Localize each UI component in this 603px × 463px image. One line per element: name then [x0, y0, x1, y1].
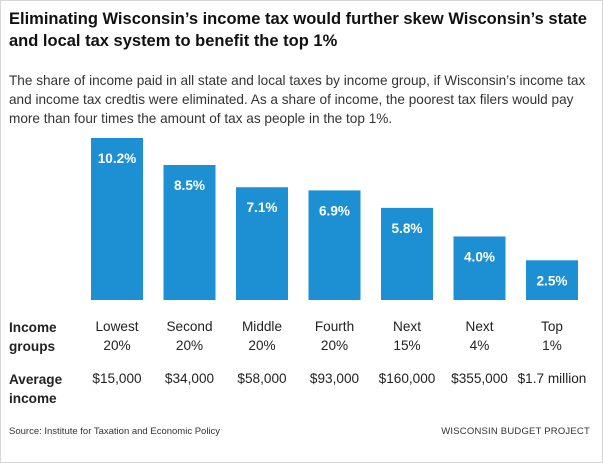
average-income-value-2: $34,000 [165, 371, 215, 386]
chart-subtitle: The share of income paid in all state an… [9, 73, 586, 126]
bar-5 [381, 207, 433, 300]
income-groups-label-line2: groups [9, 339, 56, 354]
category-label-3-line1: Middle [242, 319, 282, 334]
category-label-2-line1: Second [166, 319, 212, 334]
category-label-6-line1: Next [466, 319, 494, 334]
category-label-2-line2: 20% [176, 338, 203, 353]
income-groups-label: Income groups [9, 318, 89, 356]
category-label-4-line2: 20% [321, 338, 348, 353]
bar-value-label-6: 4.0% [464, 249, 495, 264]
category-label-6-line2: 4% [470, 338, 490, 353]
average-income-value-3: $58,000 [237, 371, 287, 386]
category-label-5-line2: 15% [393, 338, 420, 353]
average-income-label-line1: Average [9, 372, 63, 387]
average-income-value-4: $93,000 [310, 371, 360, 386]
bar-2 [163, 165, 216, 300]
average-income-value-5: $160,000 [379, 371, 436, 386]
category-label-3-line2: 20% [248, 338, 275, 353]
average-income-value-6: $355,000 [451, 371, 508, 386]
category-label-7-line1: Top [541, 319, 563, 334]
bar-value-label-2: 8.5% [174, 178, 205, 193]
bar-6 [453, 236, 506, 300]
organization-credit: WISCONSIN BUDGET PROJECT [441, 426, 590, 437]
bar-value-label-4: 6.9% [319, 203, 350, 218]
category-label-1-line2: 20% [103, 338, 130, 353]
bar-1 [91, 138, 143, 300]
bar-7 [526, 260, 578, 300]
bar-value-label-3: 7.1% [247, 200, 278, 215]
category-label-4-line1: Fourth [315, 319, 354, 334]
average-income-label: Average income [9, 370, 89, 408]
bar-value-label-5: 5.8% [392, 221, 423, 236]
average-income-value-7: $1.7 million [518, 371, 587, 386]
category-label-7-line2: 1% [542, 338, 562, 353]
category-label-1-line1: Lowest [95, 319, 138, 334]
average-income-value-1: $15,000 [92, 371, 142, 386]
income-groups-label-line1: Income [9, 320, 57, 335]
average-income-label-line2: income [9, 391, 57, 406]
source-note: Source: Institute for Taxation and Econo… [9, 426, 221, 437]
bar-value-label-1: 10.2% [98, 151, 137, 166]
category-label-5-line1: Next [393, 319, 421, 334]
bar-value-label-7: 2.5% [537, 273, 568, 288]
bar-4 [308, 190, 361, 300]
bar-3 [236, 187, 288, 300]
chart-title: Eliminating Wisconsin’s income tax would… [9, 10, 587, 50]
